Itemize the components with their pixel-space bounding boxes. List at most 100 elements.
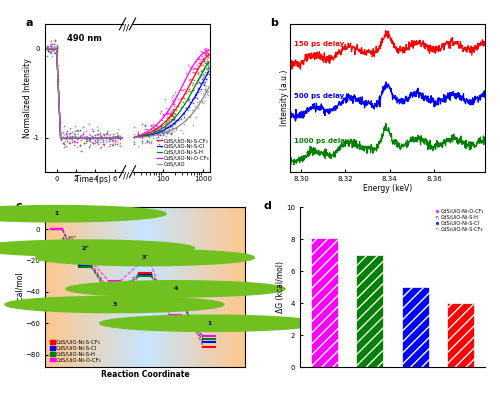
Point [88, 126, 96, 132]
Point [176, 87, 184, 94]
Point [204, 54, 212, 60]
Point [198, 99, 206, 105]
Point [116, 136, 124, 142]
Point [168, 111, 175, 118]
Point [105, 138, 113, 144]
Point [80, 134, 88, 140]
Text: 4: 4 [174, 286, 178, 291]
Point [156, 127, 164, 133]
Point [65, 135, 73, 141]
Point [196, 72, 204, 78]
Point [147, 123, 155, 129]
Point [158, 144, 166, 150]
Point [197, 48, 205, 54]
Point [84, 138, 92, 144]
Point [201, 94, 209, 101]
Point [65, 138, 73, 145]
Circle shape [5, 296, 224, 313]
CdS/UiO-Ni-S-Cl [200, 79, 206, 84]
Point [92, 139, 100, 146]
Point [100, 142, 108, 148]
Point [158, 117, 166, 123]
Point [54, 76, 62, 83]
Point [145, 133, 153, 139]
X-axis label: Reaction Coordinate: Reaction Coordinate [100, 370, 190, 379]
Point [166, 111, 174, 118]
Point [185, 104, 193, 110]
Point [100, 140, 108, 147]
Point [204, 46, 212, 52]
Point [178, 93, 186, 100]
Point [204, 59, 212, 66]
Point [168, 125, 175, 131]
Point [65, 130, 73, 137]
Point [47, 45, 55, 51]
Point [204, 91, 212, 98]
Point [182, 70, 190, 77]
Point [167, 130, 175, 136]
Point [197, 97, 205, 103]
Point [143, 138, 151, 144]
Point [91, 137, 99, 144]
Point [60, 122, 68, 129]
Point [184, 88, 192, 95]
Point [112, 134, 120, 140]
Point [202, 47, 210, 53]
Y-axis label: kcal/mol: kcal/mol [15, 271, 24, 304]
Point [188, 79, 196, 86]
CdS/UiO-Ni-S-CF₃ [186, 83, 192, 87]
Point [112, 133, 120, 140]
Point [168, 111, 175, 118]
Point [196, 55, 204, 62]
Point [152, 125, 160, 132]
Point [105, 135, 113, 142]
Point [96, 144, 104, 151]
Point [76, 142, 84, 148]
Point [143, 129, 151, 136]
Point [194, 89, 202, 95]
Point [191, 70, 199, 77]
Point [188, 69, 196, 75]
Point [54, 78, 62, 84]
Point [140, 140, 148, 146]
Point [194, 102, 202, 108]
Point [54, 62, 62, 69]
Point [204, 61, 212, 67]
Point [200, 66, 208, 72]
Point [85, 131, 93, 138]
Point [59, 129, 67, 135]
Point [170, 121, 177, 128]
Point [66, 136, 74, 142]
Point [114, 126, 122, 132]
Point [106, 141, 114, 147]
Point [192, 91, 200, 97]
Point [156, 128, 164, 135]
Point [203, 91, 211, 97]
Point [86, 132, 94, 138]
Point [202, 83, 210, 90]
Point [190, 77, 198, 83]
Point [52, 48, 60, 54]
Point [52, 43, 60, 49]
Point [108, 134, 116, 140]
Point [77, 137, 85, 143]
Point [68, 136, 76, 142]
Point [50, 50, 58, 57]
Point [143, 139, 151, 145]
Point [74, 128, 82, 134]
Point [168, 129, 176, 135]
Point [70, 142, 78, 148]
Point [194, 68, 202, 75]
Point [180, 95, 188, 101]
Point [176, 104, 184, 110]
Point [98, 141, 106, 148]
Point [190, 95, 198, 101]
Point [197, 86, 205, 93]
Point [199, 49, 207, 56]
Point [192, 80, 200, 87]
Point [134, 131, 142, 137]
Point [50, 47, 58, 53]
Point [204, 49, 212, 55]
Point [64, 137, 72, 144]
Point [204, 62, 212, 69]
